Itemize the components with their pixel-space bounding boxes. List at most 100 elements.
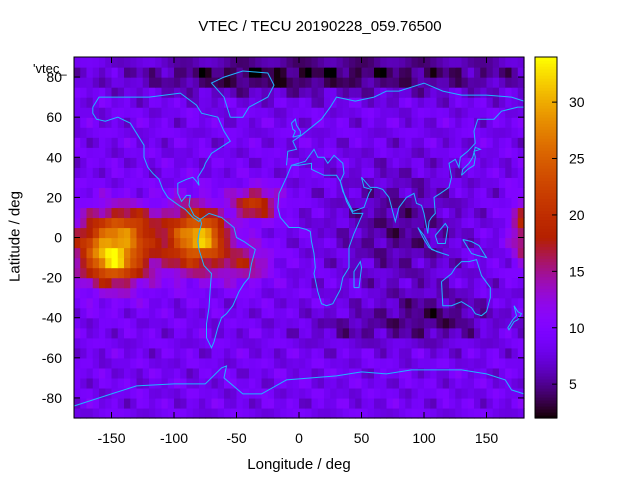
colorbar-segment bbox=[535, 405, 557, 410]
heatmap-cell bbox=[199, 347, 206, 359]
heatmap-cell bbox=[486, 187, 494, 198]
heatmap-cell bbox=[467, 157, 475, 168]
heatmap-cell bbox=[124, 137, 131, 148]
heatmap-cell bbox=[130, 247, 138, 259]
colorbar-segment bbox=[535, 288, 557, 293]
heatmap-cell bbox=[355, 147, 363, 158]
heatmap-cell bbox=[224, 357, 231, 369]
heatmap-cell bbox=[436, 357, 444, 369]
heatmap-cell bbox=[424, 77, 431, 88]
heatmap-cell bbox=[380, 207, 388, 219]
heatmap-cell bbox=[74, 267, 81, 279]
heatmap-cell bbox=[480, 97, 488, 108]
heatmap-cell bbox=[192, 297, 200, 309]
heatmap-cell bbox=[361, 277, 369, 289]
colorbar-segment bbox=[535, 177, 557, 181]
heatmap-cell bbox=[99, 267, 106, 279]
heatmap-cell bbox=[449, 137, 456, 148]
heatmap-cell bbox=[399, 127, 406, 138]
heatmap-cell bbox=[236, 327, 244, 339]
heatmap-cell bbox=[86, 267, 94, 279]
heatmap-cell bbox=[374, 347, 381, 359]
heatmap-cell bbox=[392, 267, 400, 279]
heatmap-cell bbox=[161, 337, 169, 349]
madagascar-coast bbox=[353, 260, 363, 289]
heatmap-cell bbox=[255, 167, 263, 178]
heatmap-cell bbox=[486, 327, 494, 339]
heatmap-cell bbox=[192, 247, 200, 259]
heatmap-cell bbox=[405, 117, 413, 128]
heatmap-cell bbox=[342, 387, 350, 399]
heatmap-cell bbox=[255, 247, 263, 259]
heatmap-cell bbox=[461, 107, 469, 118]
heatmap-cell bbox=[192, 167, 200, 178]
heatmap-cell bbox=[274, 197, 281, 209]
heatmap-cell bbox=[349, 257, 356, 269]
heatmap-cell bbox=[130, 57, 138, 68]
heatmap-cell bbox=[149, 217, 156, 229]
heatmap-cell bbox=[117, 187, 125, 198]
heatmap-cell bbox=[267, 107, 275, 118]
heatmap-cell bbox=[180, 157, 188, 168]
heatmap-cell bbox=[199, 167, 206, 178]
heatmap-cell bbox=[111, 337, 119, 349]
heatmap-cell bbox=[505, 137, 513, 148]
heatmap-cell bbox=[249, 87, 256, 98]
heatmap-cell bbox=[367, 127, 375, 138]
heatmap-cell bbox=[180, 397, 188, 409]
heatmap-cell bbox=[455, 67, 463, 78]
heatmap-cell bbox=[492, 177, 500, 188]
heatmap-cell bbox=[230, 317, 238, 329]
heatmap-cell bbox=[511, 177, 519, 188]
heatmap-cell bbox=[142, 187, 150, 198]
heatmap-cell bbox=[167, 127, 175, 138]
heatmap-cell bbox=[380, 157, 388, 168]
heatmap-cell bbox=[255, 337, 263, 349]
heatmap-cell bbox=[74, 227, 81, 239]
heatmap-cell bbox=[505, 367, 513, 379]
heatmap-cell bbox=[180, 227, 188, 239]
heatmap-cell bbox=[492, 357, 500, 369]
heatmap-cell bbox=[167, 297, 175, 309]
heatmap-cell bbox=[430, 347, 438, 359]
heatmap-cell bbox=[299, 57, 306, 68]
colorbar-segment bbox=[535, 315, 557, 320]
heatmap-cell bbox=[430, 227, 438, 239]
heatmap-cell bbox=[86, 157, 94, 168]
heatmap-cell bbox=[155, 257, 163, 269]
heatmap-cell bbox=[417, 317, 425, 329]
heatmap-cell bbox=[205, 277, 213, 289]
heatmap-cell bbox=[124, 257, 131, 269]
heatmap-cell bbox=[430, 67, 438, 78]
heatmap-cell bbox=[430, 167, 438, 178]
heatmap-cell bbox=[255, 57, 263, 68]
heatmap-cell bbox=[267, 227, 275, 239]
heatmap-cell bbox=[361, 237, 369, 249]
heatmap-cell bbox=[224, 57, 231, 68]
heatmap-cell bbox=[186, 407, 194, 419]
y-tick-label: 20 bbox=[46, 189, 62, 205]
heatmap-cell bbox=[124, 327, 131, 339]
heatmap-cell bbox=[267, 197, 275, 209]
heatmap-cell bbox=[449, 217, 456, 229]
heatmap-cell bbox=[355, 257, 363, 269]
heatmap-cell bbox=[367, 207, 375, 219]
colorbar-segment bbox=[535, 300, 557, 305]
heatmap-cell bbox=[142, 297, 150, 309]
heatmap-cell bbox=[199, 207, 206, 219]
heatmap-cell bbox=[305, 197, 313, 209]
heatmap-cell bbox=[467, 127, 475, 138]
heatmap-cell bbox=[517, 197, 525, 209]
heatmap-cell bbox=[217, 147, 225, 158]
heatmap-cell bbox=[224, 337, 231, 349]
colorbar-segment bbox=[535, 96, 557, 100]
heatmap-cell bbox=[167, 367, 175, 379]
heatmap-cell bbox=[436, 167, 444, 178]
heatmap-cell bbox=[399, 67, 406, 78]
heatmap-cell bbox=[211, 327, 219, 339]
heatmap-cell bbox=[199, 227, 206, 239]
heatmap-cell bbox=[155, 67, 163, 78]
colorbar-segment bbox=[535, 390, 557, 395]
heatmap-cell bbox=[430, 307, 438, 319]
